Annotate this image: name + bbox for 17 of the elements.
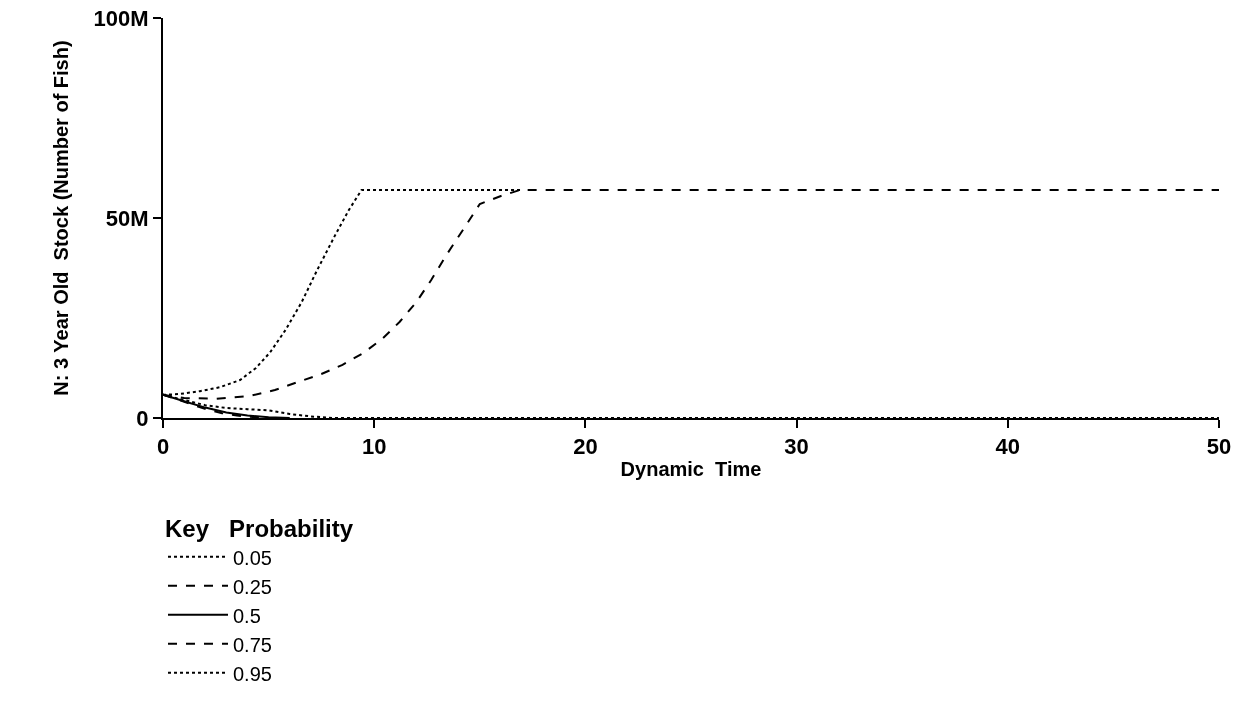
x-tick-label: 40 [995,434,1021,460]
legend-label: 0.25 [233,575,272,598]
y-axis-title: N: 3 Year Old Stock (Number of Fish) [49,40,72,396]
legend-label: 0.95 [233,662,272,685]
x-tick-label: 20 [573,434,598,460]
x-tick-label: 50 [1206,434,1232,460]
y-tick-label: 0 [136,405,149,431]
legend-label: 0.5 [233,604,261,627]
x-axis-title: Dynamic Time [620,458,762,481]
x-tick-label: 30 [784,434,809,460]
legend-label: 0.75 [233,633,272,656]
y-tick-label: 50M [105,205,149,231]
y-tick-label: 100M [93,5,149,31]
legend-label: 0.05 [233,546,272,569]
legend-title: Key Probability [165,515,354,543]
x-tick-label: 10 [361,434,387,460]
x-tick-label: 0 [156,434,170,460]
